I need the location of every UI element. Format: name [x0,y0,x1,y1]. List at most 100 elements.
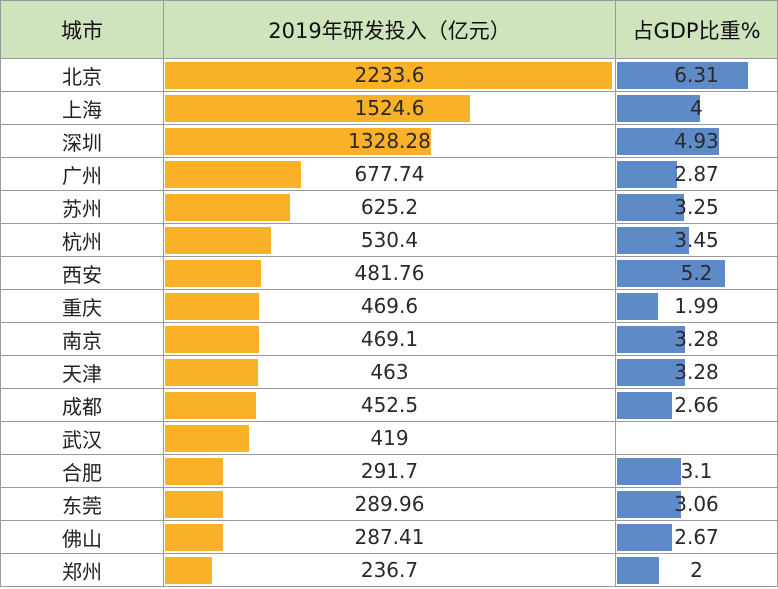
rd-bar [165,161,301,188]
table-body: 北京 2233.6 6.31 上海 1524.6 4 深圳 1328.28 4.93 广州 677.… [0,58,778,587]
gdp-value: 2.67 [674,525,719,549]
gdp-cell: 3.28 [615,355,778,389]
rd-cell: 289.96 [163,487,616,521]
gdp-bar [617,227,689,254]
city-cell: 杭州 [0,223,164,257]
gdp-cell: 2.66 [615,388,778,422]
gdp-cell: 3.1 [615,454,778,488]
rd-bar [165,392,256,419]
header-row: 城市 2019年研发投入（亿元） 占GDP比重% [0,0,778,59]
rd-bar [165,557,213,584]
rd-bar [165,128,431,155]
city-cell: 苏州 [0,190,164,224]
table-row: 合肥 291.7 3.1 [0,454,778,488]
rd-bar [165,293,259,320]
rd-cell: 287.41 [163,520,616,554]
rd-cell: 419 [163,421,616,455]
rd-value: 452.5 [360,393,419,417]
gdp-value: 4 [690,96,703,120]
gdp-bar [617,458,682,485]
city-cell: 深圳 [0,124,164,158]
table-row: 成都 452.5 2.66 [0,388,778,422]
gdp-cell: 2.87 [615,157,778,191]
rd-value: 287.41 [354,525,425,549]
table-row: 重庆 469.6 1.99 [0,289,778,323]
rd-cell: 1328.28 [163,124,616,158]
gdp-bar [617,326,686,353]
gdp-bar [617,359,686,386]
gdp-cell: 2.67 [615,520,778,554]
gdp-value: 1.99 [674,294,719,318]
rd-value: 419 [370,426,409,450]
city-cell: 佛山 [0,520,164,554]
gdp-value: 3.28 [674,360,719,384]
rd-cell: 481.76 [163,256,616,290]
rd-cell: 452.5 [163,388,616,422]
gdp-value: 2.87 [674,162,719,186]
rd-bar [165,524,223,551]
rd-cell: 625.2 [163,190,616,224]
rd-bar [165,227,272,254]
rd-cell: 2233.6 [163,58,616,92]
gdp-value: 4.93 [674,129,719,153]
gdp-bar [617,128,720,155]
gdp-bar [617,524,673,551]
table-row: 佛山 287.41 2.67 [0,520,778,554]
gdp-value: 3.45 [674,228,719,252]
gdp-cell: 4 [615,91,778,125]
rd-cell: 530.4 [163,223,616,257]
rd-value: 677.74 [354,162,425,186]
table-row: 上海 1524.6 4 [0,91,778,125]
rd-value: 289.96 [354,492,425,516]
rd-value: 625.2 [360,195,419,219]
rd-value: 1328.28 [348,129,431,153]
table-row: 东莞 289.96 3.06 [0,487,778,521]
rd-bar [165,326,259,353]
rd-bar [165,194,291,221]
gdp-cell: 4.93 [615,124,778,158]
rd-cell: 236.7 [163,553,616,587]
rd-value: 469.6 [360,294,419,318]
gdp-value: 5.2 [680,261,713,285]
table-row: 天津 463 3.28 [0,355,778,389]
rd-cell: 469.1 [163,322,616,356]
rd-bar [165,491,224,518]
rd-bar [165,260,262,287]
table-row: 西安 481.76 5.2 [0,256,778,290]
gdp-bar [617,62,748,89]
gdp-cell: 2 [615,553,778,587]
table-row: 广州 677.74 2.87 [0,157,778,191]
gdp-cell: 6.31 [615,58,778,92]
gdp-cell: 1.99 [615,289,778,323]
gdp-bar [617,161,677,188]
table-row: 武汉 419 [0,421,778,455]
gdp-bar [617,194,685,221]
header-city: 城市 [0,0,164,59]
rd-cell: 677.74 [163,157,616,191]
rd-cell: 463 [163,355,616,389]
city-cell: 合肥 [0,454,164,488]
rd-value: 2233.6 [354,63,425,87]
gdp-bar [617,95,701,122]
rd-bar [165,62,612,89]
gdp-value: 3.28 [674,327,719,351]
gdp-cell: 3.28 [615,322,778,356]
gdp-cell [615,421,778,455]
gdp-value: 3.06 [674,492,719,516]
rd-cell: 291.7 [163,454,616,488]
gdp-bar [617,392,673,419]
city-cell: 上海 [0,91,164,125]
gdp-bar [617,491,681,518]
gdp-value: 6.31 [674,63,719,87]
rd-bar [165,359,258,386]
gdp-cell: 5.2 [615,256,778,290]
gdp-bar [617,260,725,287]
rd-value: 469.1 [360,327,419,351]
rd-bar [165,425,249,452]
rd-value: 463 [370,360,409,384]
gdp-bar [617,557,659,584]
gdp-value: 2.66 [674,393,719,417]
gdp-cell: 3.06 [615,487,778,521]
header-gdp: 占GDP比重% [615,0,778,59]
rd-value: 236.7 [360,558,419,582]
